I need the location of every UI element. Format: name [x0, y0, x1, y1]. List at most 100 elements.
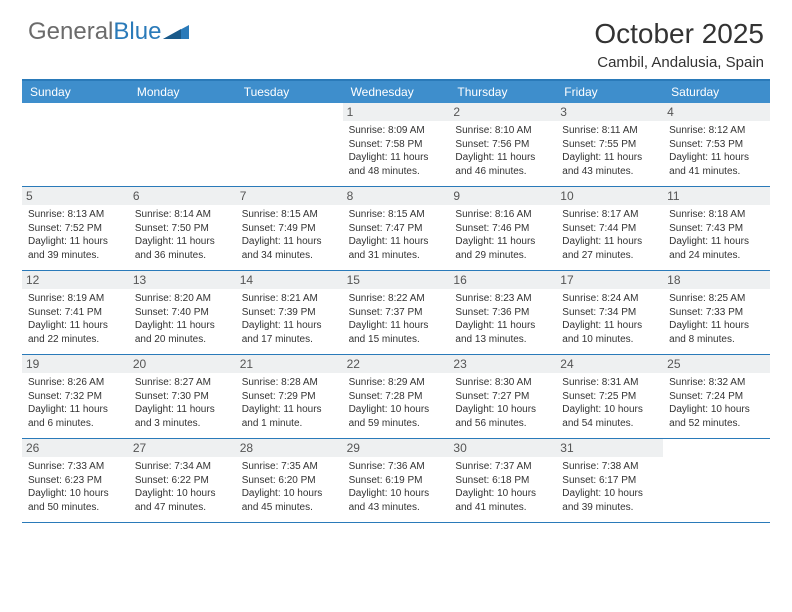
sunset-text: Sunset: 6:22 PM	[135, 474, 230, 488]
calendar-cell: 28Sunrise: 7:35 AMSunset: 6:20 PMDayligh…	[236, 439, 343, 522]
calendar: Sunday Monday Tuesday Wednesday Thursday…	[22, 79, 770, 523]
day-info: Sunrise: 8:32 AMSunset: 7:24 PMDaylight:…	[669, 376, 764, 430]
daylight-text: Daylight: 10 hours and 59 minutes.	[349, 403, 444, 430]
sunset-text: Sunset: 7:56 PM	[455, 138, 550, 152]
calendar-cell: 20Sunrise: 8:27 AMSunset: 7:30 PMDayligh…	[129, 355, 236, 438]
day-number: 4	[663, 103, 770, 121]
sunset-text: Sunset: 7:36 PM	[455, 306, 550, 320]
calendar-cell: 9Sunrise: 8:16 AMSunset: 7:46 PMDaylight…	[449, 187, 556, 270]
sunrise-text: Sunrise: 8:11 AM	[562, 124, 657, 138]
day-info: Sunrise: 7:34 AMSunset: 6:22 PMDaylight:…	[135, 460, 230, 514]
sunset-text: Sunset: 7:47 PM	[349, 222, 444, 236]
daylight-text: Daylight: 11 hours and 1 minute.	[242, 403, 337, 430]
sunset-text: Sunset: 7:37 PM	[349, 306, 444, 320]
day-header: Friday	[556, 81, 663, 103]
sunset-text: Sunset: 7:28 PM	[349, 390, 444, 404]
day-number: 5	[22, 187, 129, 205]
daylight-text: Daylight: 10 hours and 41 minutes.	[455, 487, 550, 514]
day-info: Sunrise: 8:18 AMSunset: 7:43 PMDaylight:…	[669, 208, 764, 262]
sunset-text: Sunset: 7:30 PM	[135, 390, 230, 404]
day-number: 28	[236, 439, 343, 457]
calendar-cell: 8 Sunrise: 8:15 AMSunset: 7:47 PMDaylight…	[343, 187, 450, 270]
day-number: 12	[22, 271, 129, 289]
day-info: Sunrise: 8:28 AMSunset: 7:29 PMDaylight:…	[242, 376, 337, 430]
sunset-text: Sunset: 7:50 PM	[135, 222, 230, 236]
day-info: Sunrise: 7:36 AMSunset: 6:19 PMDaylight:…	[349, 460, 444, 514]
day-number: 19	[22, 355, 129, 373]
day-info: Sunrise: 8:25 AMSunset: 7:33 PMDaylight:…	[669, 292, 764, 346]
day-number: 6	[129, 187, 236, 205]
calendar-cell: 18Sunrise: 8:25 AMSunset: 7:33 PMDayligh…	[663, 271, 770, 354]
sunrise-text: Sunrise: 8:19 AM	[28, 292, 123, 306]
day-info: Sunrise: 8:23 AMSunset: 7:36 PMDaylight:…	[455, 292, 550, 346]
sunrise-text: Sunrise: 8:18 AM	[669, 208, 764, 222]
sunrise-text: Sunrise: 7:38 AM	[562, 460, 657, 474]
logo-triangle-icon	[163, 18, 189, 46]
calendar-cell: 24Sunrise: 8:31 AMSunset: 7:25 PMDayligh…	[556, 355, 663, 438]
sunrise-text: Sunrise: 8:21 AM	[242, 292, 337, 306]
day-header: Wednesday	[343, 81, 450, 103]
calendar-cell: 5Sunrise: 8:13 AMSunset: 7:52 PMDaylight…	[22, 187, 129, 270]
calendar-cell: 23Sunrise: 8:30 AMSunset: 7:27 PMDayligh…	[449, 355, 556, 438]
sunset-text: Sunset: 7:33 PM	[669, 306, 764, 320]
calendar-cell	[129, 103, 236, 186]
day-info: Sunrise: 8:15 AMSunset: 7:47 PMDaylight:…	[349, 208, 444, 262]
day-info: Sunrise: 7:37 AMSunset: 6:18 PMDaylight:…	[455, 460, 550, 514]
sunrise-text: Sunrise: 8:24 AM	[562, 292, 657, 306]
daylight-text: Daylight: 11 hours and 20 minutes.	[135, 319, 230, 346]
day-info: Sunrise: 8:22 AMSunset: 7:37 PMDaylight:…	[349, 292, 444, 346]
sunset-text: Sunset: 7:43 PM	[669, 222, 764, 236]
day-info: Sunrise: 8:10 AMSunset: 7:56 PMDaylight:…	[455, 124, 550, 178]
sunrise-text: Sunrise: 8:29 AM	[349, 376, 444, 390]
day-info: Sunrise: 7:33 AMSunset: 6:23 PMDaylight:…	[28, 460, 123, 514]
sunset-text: Sunset: 7:29 PM	[242, 390, 337, 404]
day-header: Thursday	[449, 81, 556, 103]
calendar-cell: 26 Sunrise: 7:33 AMSunset: 6:23 PMDayligh…	[22, 439, 129, 522]
day-info: Sunrise: 8:24 AMSunset: 7:34 PMDaylight:…	[562, 292, 657, 346]
day-number: 13	[129, 271, 236, 289]
day-info: Sunrise: 8:17 AMSunset: 7:44 PMDaylight:…	[562, 208, 657, 262]
sunrise-text: Sunrise: 8:30 AM	[455, 376, 550, 390]
sunrise-text: Sunrise: 8:27 AM	[135, 376, 230, 390]
calendar-cell: 27 Sunrise: 7:34 AMSunset: 6:22 PMDayligh…	[129, 439, 236, 522]
daylight-text: Daylight: 11 hours and 8 minutes.	[669, 319, 764, 346]
day-number: 3	[556, 103, 663, 121]
month-title: October 2025	[594, 18, 764, 50]
title-block: October 2025 Cambil, Andalusia, Spain	[594, 18, 764, 71]
logo-text-2: Blue	[113, 18, 161, 46]
daylight-text: Daylight: 11 hours and 31 minutes.	[349, 235, 444, 262]
sunrise-text: Sunrise: 7:36 AM	[349, 460, 444, 474]
sunset-text: Sunset: 7:58 PM	[349, 138, 444, 152]
sunrise-text: Sunrise: 8:20 AM	[135, 292, 230, 306]
sunset-text: Sunset: 6:18 PM	[455, 474, 550, 488]
daylight-text: Daylight: 11 hours and 17 minutes.	[242, 319, 337, 346]
day-number: 15	[343, 271, 450, 289]
calendar-week: 1Sunrise: 8:09 AMSunset: 7:58 PMDaylight…	[22, 103, 770, 187]
calendar-cell: 29Sunrise: 7:36 AMSunset: 6:19 PMDayligh…	[343, 439, 450, 522]
sunset-text: Sunset: 7:32 PM	[28, 390, 123, 404]
sunrise-text: Sunrise: 8:23 AM	[455, 292, 550, 306]
day-header: Saturday	[663, 81, 770, 103]
daylight-text: Daylight: 10 hours and 50 minutes.	[28, 487, 123, 514]
day-header-row: Sunday Monday Tuesday Wednesday Thursday…	[22, 81, 770, 103]
sunrise-text: Sunrise: 8:12 AM	[669, 124, 764, 138]
sunrise-text: Sunrise: 8:28 AM	[242, 376, 337, 390]
calendar-cell: 3 Sunrise: 8:11 AMSunset: 7:55 PMDaylight…	[556, 103, 663, 186]
sunrise-text: Sunrise: 7:33 AM	[28, 460, 123, 474]
day-number: 10	[556, 187, 663, 205]
daylight-text: Daylight: 10 hours and 56 minutes.	[455, 403, 550, 430]
sunset-text: Sunset: 7:55 PM	[562, 138, 657, 152]
calendar-week: 5Sunrise: 8:13 AMSunset: 7:52 PMDaylight…	[22, 187, 770, 271]
day-header: Tuesday	[236, 81, 343, 103]
calendar-cell: 30Sunrise: 7:37 AMSunset: 6:18 PMDayligh…	[449, 439, 556, 522]
day-info: Sunrise: 8:11 AMSunset: 7:55 PMDaylight:…	[562, 124, 657, 178]
daylight-text: Daylight: 10 hours and 47 minutes.	[135, 487, 230, 514]
daylight-text: Daylight: 11 hours and 6 minutes.	[28, 403, 123, 430]
day-number: 26	[22, 439, 129, 457]
day-number: 8	[343, 187, 450, 205]
day-header: Sunday	[22, 81, 129, 103]
sunset-text: Sunset: 7:46 PM	[455, 222, 550, 236]
calendar-cell: 31Sunrise: 7:38 AMSunset: 6:17 PMDayligh…	[556, 439, 663, 522]
day-number: 27	[129, 439, 236, 457]
day-number: 2	[449, 103, 556, 121]
